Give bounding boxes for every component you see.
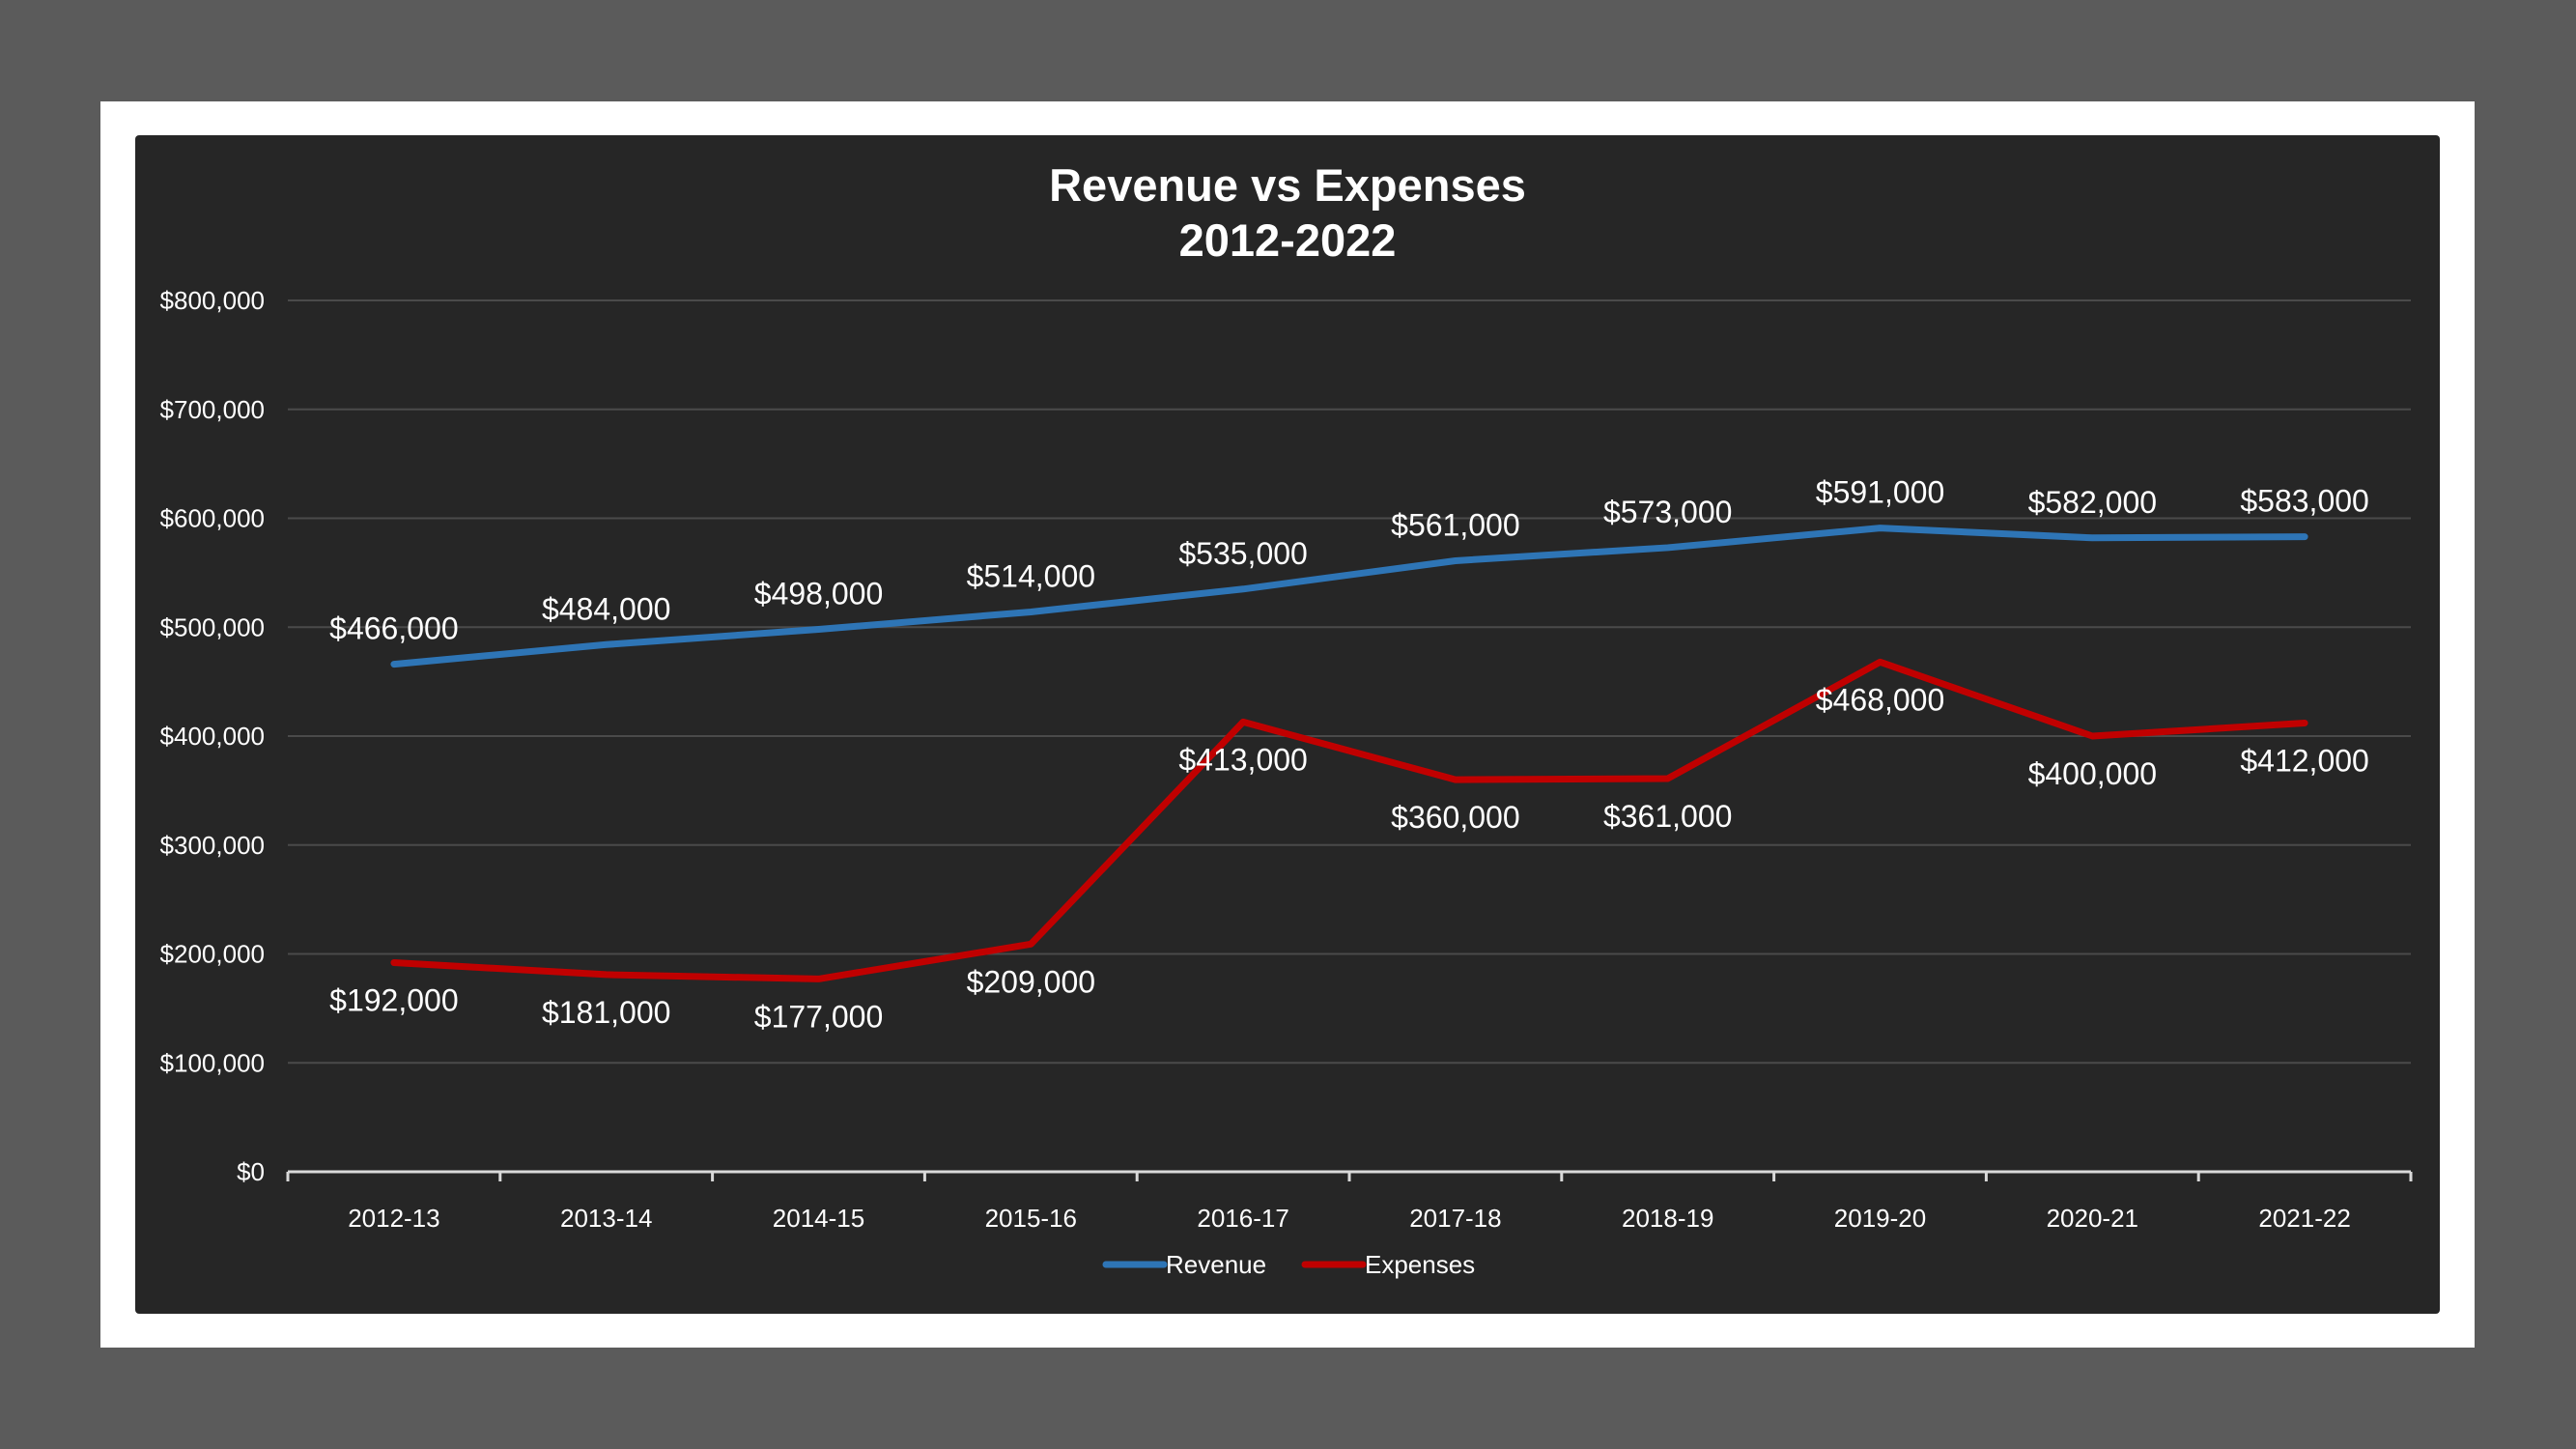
- x-tick-label: 2019-20: [1834, 1204, 1926, 1233]
- line-chart: Revenue vs Expenses 2012-2022 $0 $100,000…: [160, 159, 2413, 1279]
- legend-label: Expenses: [1365, 1250, 1475, 1279]
- data-labels: $466,000 $484,000 $498,000 $514,000 $535,000…: [329, 475, 2369, 1035]
- data-label: $466,000: [329, 611, 458, 646]
- chart-panel: Revenue vs Expenses 2012-2022 $0 $100,000…: [135, 135, 2440, 1314]
- x-tick-label: 2016-17: [1197, 1204, 1288, 1233]
- data-label: $514,000: [967, 558, 1095, 593]
- data-label: $583,000: [2240, 484, 2368, 519]
- y-axis: $0 $100,000 $200,000 $300,000 $400,000 $500,0…: [160, 286, 265, 1186]
- data-label: $561,000: [1391, 507, 1519, 542]
- data-label: $360,000: [1391, 800, 1519, 835]
- data-label: $573,000: [1603, 495, 1732, 529]
- data-label: $192,000: [329, 983, 458, 1018]
- data-label: $591,000: [1816, 475, 1944, 510]
- y-tick-label: $800,000: [160, 286, 265, 315]
- series-lines: [390, 525, 2308, 982]
- data-label: $468,000: [1816, 682, 1944, 717]
- x-tick-label: 2017-18: [1409, 1204, 1501, 1233]
- gridlines: [288, 299, 2411, 1065]
- y-tick-label: $0: [237, 1157, 265, 1186]
- x-tick-label: 2021-22: [2258, 1204, 2350, 1233]
- chart-subtitle: 2012-2022: [1179, 214, 1397, 266]
- data-label: $582,000: [2028, 485, 2157, 520]
- x-axis-labels: 2012-13 2013-14 2014-15 2015-16 2016-17 2017-…: [348, 1204, 2351, 1233]
- data-label: $412,000: [2240, 743, 2368, 778]
- y-tick-label: $500,000: [160, 612, 265, 641]
- y-tick-label: $200,000: [160, 940, 265, 969]
- x-tick-label: 2014-15: [773, 1204, 864, 1233]
- y-tick-label: $600,000: [160, 504, 265, 533]
- legend-item-expenses[interactable]: Expenses: [1301, 1250, 1475, 1279]
- chart-title: Revenue vs Expenses: [1049, 159, 1526, 211]
- y-tick-label: $400,000: [160, 722, 265, 751]
- data-label: $209,000: [967, 964, 1095, 999]
- series-line-revenue: [390, 525, 2308, 668]
- data-label: $177,000: [754, 999, 883, 1034]
- data-label: $361,000: [1603, 799, 1732, 834]
- data-label: $181,000: [542, 995, 670, 1030]
- x-tick-label: 2018-19: [1622, 1204, 1713, 1233]
- data-label: $498,000: [754, 577, 883, 611]
- legend[interactable]: Revenue Expenses: [1102, 1250, 1475, 1279]
- y-tick-label: $300,000: [160, 831, 265, 860]
- x-tick-label: 2013-14: [560, 1204, 652, 1233]
- x-axis: [286, 1170, 2413, 1181]
- y-tick-label: $700,000: [160, 395, 265, 424]
- data-label: $413,000: [1178, 742, 1307, 777]
- x-tick-label: 2020-21: [2047, 1204, 2138, 1233]
- data-label: $400,000: [2028, 756, 2157, 791]
- legend-item-revenue[interactable]: Revenue: [1102, 1250, 1266, 1279]
- data-label: $535,000: [1178, 536, 1307, 571]
- data-label: $484,000: [542, 591, 670, 626]
- x-tick-label: 2012-13: [348, 1204, 439, 1233]
- y-tick-label: $100,000: [160, 1048, 265, 1077]
- series-line-expenses: [390, 658, 2308, 982]
- legend-label: Revenue: [1166, 1250, 1266, 1279]
- x-tick-label: 2015-16: [985, 1204, 1077, 1233]
